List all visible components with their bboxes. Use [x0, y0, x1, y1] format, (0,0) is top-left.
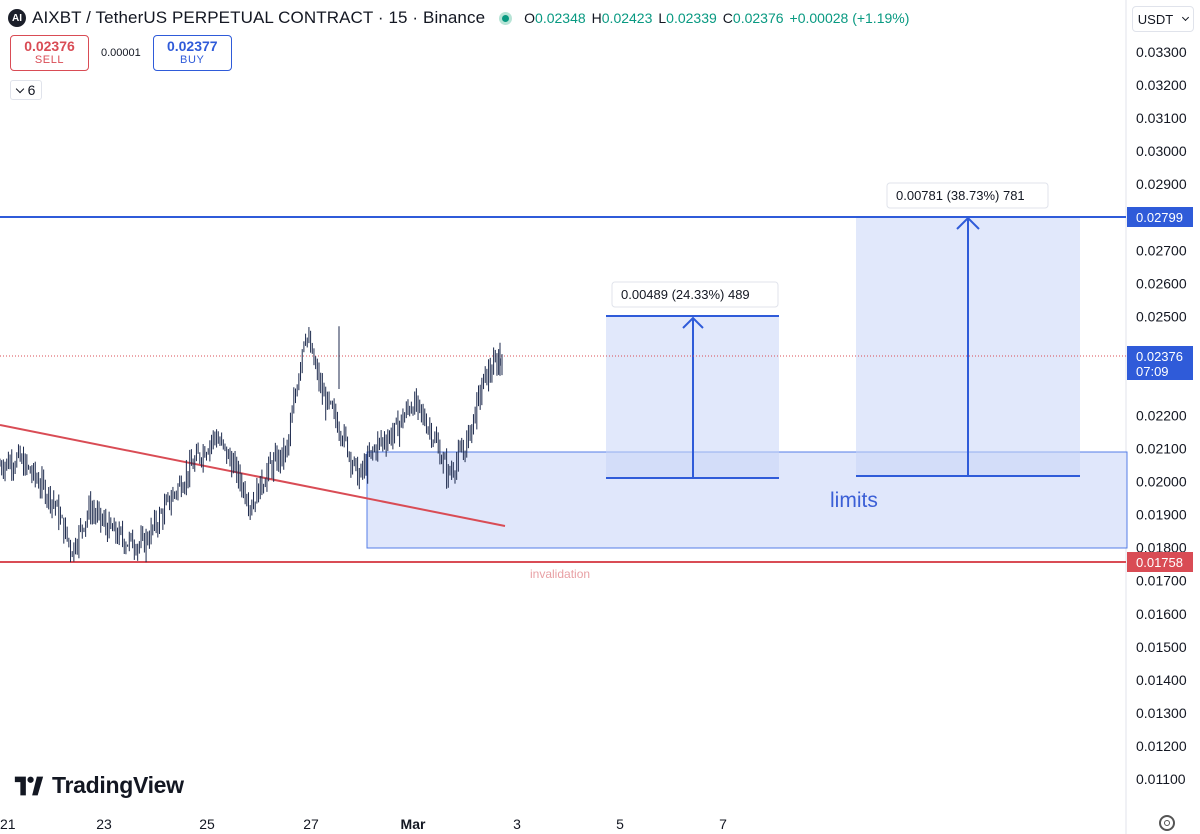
trade-buttons: 0.02376 SELL 0.00001 0.02377 BUY	[10, 35, 232, 71]
price-tick-label: 0.01100	[1136, 771, 1186, 787]
spread-value: 0.00001	[101, 47, 141, 59]
time-tick-label: 3	[513, 816, 521, 832]
indicator-count: 6	[27, 82, 36, 98]
price-tick-label: 0.02500	[1136, 308, 1187, 324]
price-tick-label: 0.02100	[1136, 441, 1187, 457]
open-value: 0.02348	[535, 10, 586, 26]
support-price-badge-text: 0.01758	[1136, 555, 1183, 570]
low-label: L	[658, 10, 667, 26]
descending-trendline[interactable]	[0, 424, 506, 527]
price-tick-label: 0.03300	[1136, 44, 1187, 60]
time-tick-label: 21	[0, 816, 16, 832]
measure-2-label: 0.00781 (38.73%) 781	[896, 188, 1025, 203]
invalidation-label: invalidation	[530, 567, 590, 581]
time-tick-label: Mar	[401, 816, 426, 832]
indicators-toggle[interactable]: 6	[10, 80, 42, 100]
price-tick-label: 0.01300	[1136, 705, 1187, 721]
open-label: O	[524, 10, 536, 26]
price-tick-label: 0.02000	[1136, 474, 1187, 490]
limits-zone-label: limits	[830, 489, 878, 512]
price-tick-label: 0.02700	[1136, 242, 1187, 258]
symbol-logo-icon[interactable]: AI	[8, 9, 26, 27]
measure-1-label: 0.00489 (24.33%) 489	[621, 287, 750, 302]
market-open-icon	[499, 11, 513, 25]
tradingview-logo-icon	[14, 776, 44, 795]
price-tick-label: 0.03200	[1136, 77, 1187, 93]
price-tick-label: 0.02200	[1136, 408, 1187, 424]
time-tick-label: 5	[616, 816, 624, 832]
buy-price: 0.02377	[166, 38, 218, 54]
price-tick-label: 0.01800	[1136, 540, 1187, 556]
price-tick-label: 0.01700	[1136, 573, 1187, 589]
currency-label: USDT	[1137, 11, 1174, 27]
close-label: C	[722, 10, 733, 26]
price-tick-label: 0.02900	[1136, 176, 1187, 192]
ohlc-legend: O0.02348 H0.02423 L0.02339 C0.02376 +0.0…	[524, 10, 909, 26]
settings-gear-icon[interactable]	[1159, 815, 1175, 831]
close-value: 0.02376	[732, 10, 784, 26]
sell-price: 0.02376	[24, 38, 75, 54]
current-price-badge	[1127, 346, 1193, 380]
measure-1-label-box	[611, 281, 779, 308]
high-value: 0.02423	[601, 10, 653, 26]
time-tick-label: 23	[96, 816, 112, 832]
price-tick-label: 0.01200	[1136, 738, 1187, 754]
resistance-price-badge-text: 0.02799	[1136, 210, 1183, 225]
price-tick-label: 0.01400	[1136, 672, 1187, 688]
price-tick-label: 0.01600	[1136, 606, 1187, 622]
sell-label: SELL	[34, 54, 65, 66]
time-tick-label: 25	[199, 816, 215, 832]
time-axis[interactable]: 21 23 25 27 Mar 3 5 7	[0, 816, 727, 832]
price-tick-label: 0.02600	[1136, 275, 1187, 291]
resistance-price-badge	[1127, 207, 1193, 227]
current-price-badge-text: 0.02376	[1136, 349, 1183, 364]
candle-series	[0, 326, 503, 563]
support-price-badge	[1127, 552, 1193, 572]
sell-button[interactable]: 0.02376 SELL	[10, 35, 89, 71]
time-tick-label: 27	[303, 816, 319, 832]
chart-header: AI AIXBT / TetherUS PERPETUAL CONTRACT ·…	[8, 6, 909, 30]
buy-button[interactable]: 0.02377 BUY	[152, 35, 232, 71]
high-label: H	[591, 10, 602, 26]
price-tick-label: 0.01500	[1136, 639, 1187, 655]
tradingview-name: TradingView	[52, 772, 184, 798]
price-tick-label: 0.03100	[1136, 110, 1187, 126]
symbol-title[interactable]: AIXBT / TetherUS PERPETUAL CONTRACT · 15…	[32, 8, 486, 27]
price-change: +0.00028 (+1.19%)	[789, 10, 910, 26]
currency-selector[interactable]: USDT	[1132, 6, 1194, 32]
price-axis[interactable]: 0.03300 0.03200 0.03100 0.03000 0.02900 0.027…	[1136, 44, 1187, 787]
low-value: 0.02339	[666, 10, 717, 26]
buy-label: BUY	[180, 54, 205, 66]
price-tick-label: 0.01900	[1136, 507, 1187, 523]
price-tick-label: 0.03000	[1136, 143, 1187, 159]
time-tick-label: 7	[719, 816, 727, 832]
chevron-down-icon	[1182, 13, 1190, 22]
candle-countdown: 07:09	[1136, 364, 1169, 379]
measure-1-arrowhead	[682, 316, 704, 329]
chevron-down-icon	[15, 84, 24, 93]
tradingview-logo[interactable]: TradingView	[12, 772, 184, 799]
measure-2-label-box	[886, 182, 1049, 209]
